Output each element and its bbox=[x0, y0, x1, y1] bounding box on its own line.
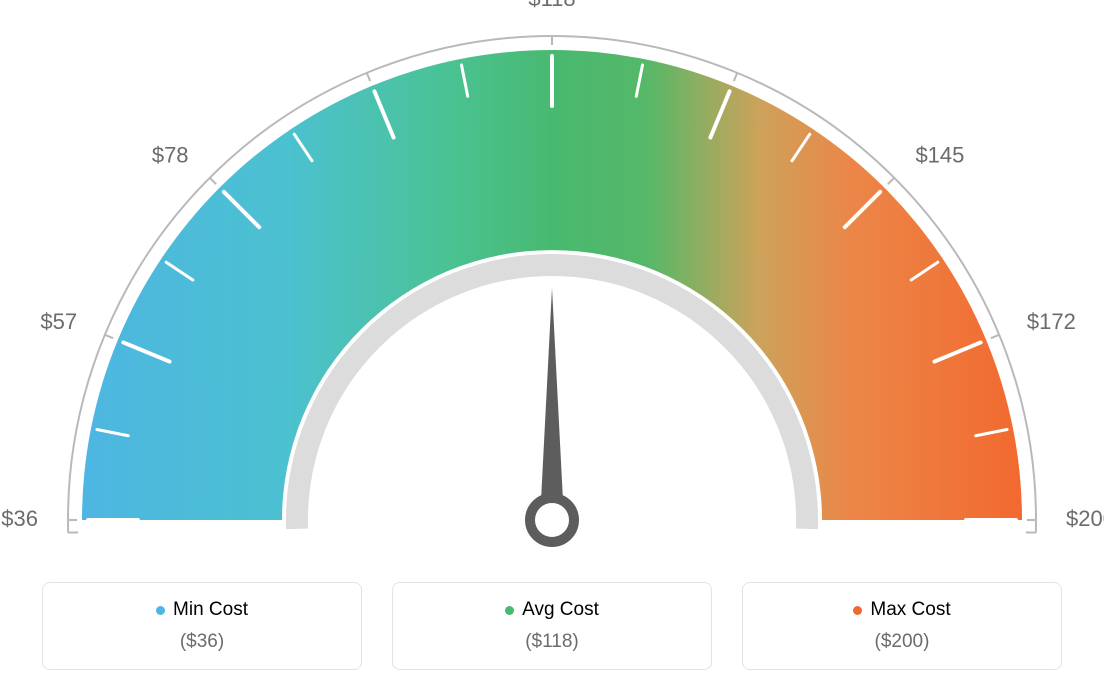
legend-title-max: Max Cost bbox=[853, 599, 950, 621]
legend-card-min: Min Cost ($36) bbox=[42, 582, 362, 670]
svg-text:$145: $145 bbox=[915, 142, 964, 167]
legend-value: ($118) bbox=[403, 631, 701, 653]
svg-text:$172: $172 bbox=[1027, 309, 1076, 334]
legend-label: Max Cost bbox=[870, 599, 950, 621]
dot-icon bbox=[853, 606, 862, 615]
svg-text:$57: $57 bbox=[40, 309, 77, 334]
dot-icon bbox=[156, 606, 165, 615]
svg-text:$200: $200 bbox=[1066, 506, 1104, 531]
legend-title-min: Min Cost bbox=[156, 599, 248, 621]
legend-label: Avg Cost bbox=[522, 599, 599, 621]
legend-value: ($200) bbox=[753, 631, 1051, 653]
cost-gauge-container: $36 $57 $78 $118 $145 $172 $200 Min Cost ($36)… bbox=[0, 0, 1104, 690]
legend-card-avg: Avg Cost ($118) bbox=[392, 582, 712, 670]
legend-row: Min Cost ($36) Avg Cost ($118) Max Cost … bbox=[0, 582, 1104, 670]
legend-title-avg: Avg Cost bbox=[505, 599, 599, 621]
dot-icon bbox=[505, 606, 514, 615]
svg-text:$36: $36 bbox=[1, 506, 38, 531]
legend-label: Min Cost bbox=[173, 599, 248, 621]
legend-value: ($36) bbox=[53, 631, 351, 653]
svg-text:$118: $118 bbox=[528, 0, 575, 11]
gauge-chart: $36 $57 $78 $118 $145 $172 $200 bbox=[0, 0, 1104, 570]
legend-card-max: Max Cost ($200) bbox=[742, 582, 1062, 670]
svg-text:$78: $78 bbox=[152, 142, 189, 167]
